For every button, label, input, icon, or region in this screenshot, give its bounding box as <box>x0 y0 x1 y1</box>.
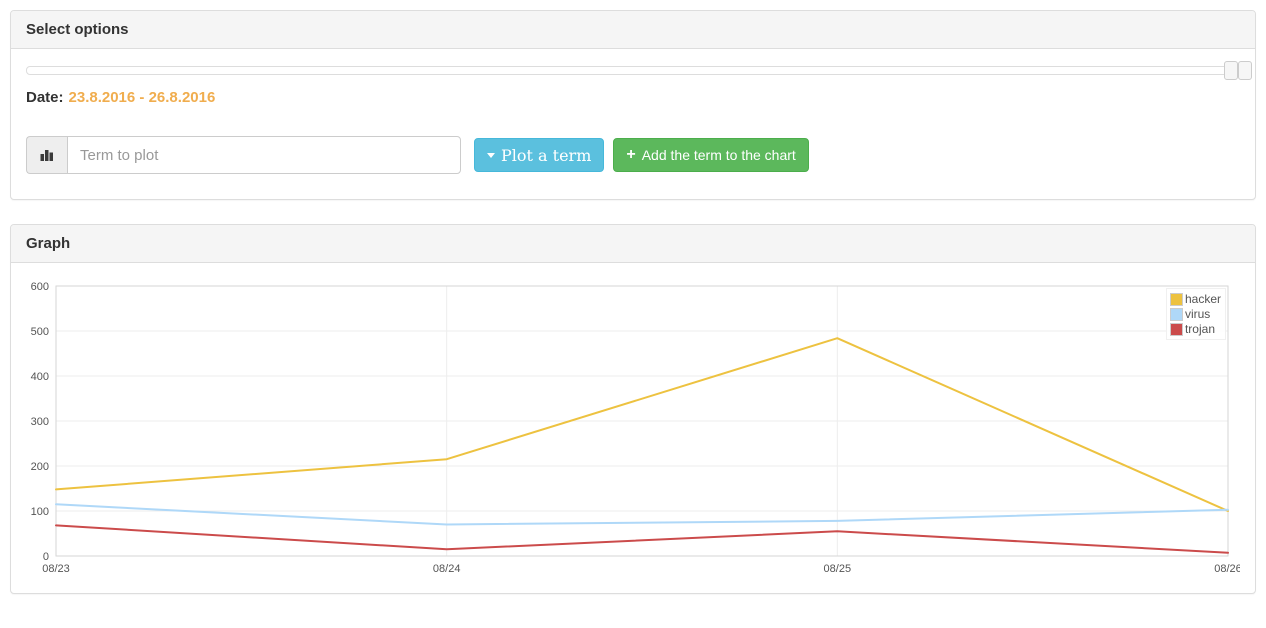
legend-swatch-virus <box>1169 307 1183 321</box>
add-term-button-label: Add the term to the chart <box>641 147 796 163</box>
plus-icon: + <box>626 146 636 163</box>
input-addon <box>26 136 67 174</box>
select-options-panel-title: Select options <box>11 11 1255 49</box>
x-tick-label: 08/26 <box>1214 563 1240 575</box>
y-tick-label: 400 <box>31 371 49 383</box>
series-line-hacker <box>55 337 1229 512</box>
plot-term-button-label: Plot a term <box>501 145 592 165</box>
legend-label: hacker <box>1184 292 1221 306</box>
y-tick-label: 200 <box>31 461 49 473</box>
term-form-row: Plot a term + Add the term to the chart <box>26 136 1240 174</box>
date-line: Date: 23.8.2016 - 26.8.2016 <box>26 89 1240 106</box>
term-input[interactable] <box>67 136 461 174</box>
y-tick-label: 500 <box>31 326 49 338</box>
slider-handle-right[interactable] <box>1238 61 1252 80</box>
series-line-trojan <box>55 524 1229 554</box>
select-options-panel-body: Date:23.8.2016 - 26.8.2016 Plot a term <box>11 49 1255 199</box>
graph-panel-body: 0 100 200 300 400 500 600 08/23 08/24 08/25 08/26 … <box>11 263 1255 593</box>
legend-swatch-trojan <box>1169 322 1183 336</box>
legend-label: trojan <box>1184 322 1215 336</box>
y-tick-label: 100 <box>31 506 49 518</box>
date-range-value: 23.8.2016 - 26.8.2016 <box>68 89 216 106</box>
plot-border <box>55 285 1229 557</box>
legend-item-trojan: trojan <box>1169 322 1221 336</box>
y-tick-label: 0 <box>43 551 49 563</box>
legend-label: virus <box>1184 307 1211 321</box>
graph-panel: Graph 0 100 200 300 400 500 600 08/23 08/24 08/25… <box>10 224 1256 594</box>
series-line-virus <box>55 503 1229 526</box>
date-range-slider[interactable] <box>26 61 1252 80</box>
legend-item-virus: virus <box>1169 307 1221 321</box>
date-label: Date: <box>26 89 64 106</box>
x-tick-label: 08/24 <box>433 563 461 575</box>
line-chart-svg: 0 100 200 300 400 500 600 08/23 08/24 08/25 08/26 <box>31 281 1240 575</box>
graph-panel-title: Graph <box>11 225 1255 263</box>
line-chart: 0 100 200 300 400 500 600 08/23 08/24 08/25 08/26 … <box>26 278 1240 578</box>
chart-legend: hacker virus trojan <box>1165 288 1226 340</box>
x-tick-label: 08/23 <box>42 563 70 575</box>
term-input-group <box>26 136 461 174</box>
plot-term-button[interactable]: Plot a term <box>474 138 605 172</box>
slider-handle-left[interactable] <box>1224 61 1238 80</box>
y-tick-label: 300 <box>31 416 49 428</box>
select-options-panel: Select options Date: 23.8.2016 - 26.8.201… <box>10 10 1256 200</box>
bar-chart-icon <box>40 150 53 161</box>
y-tick-label: 600 <box>31 281 49 293</box>
legend-item-hacker: hacker <box>1169 292 1221 306</box>
x-tick-label: 08/25 <box>824 563 852 575</box>
legend-swatch-hacker <box>1169 292 1183 306</box>
caret-down-icon <box>487 152 495 158</box>
add-term-button[interactable]: + Add the term to the chart <box>613 138 809 172</box>
